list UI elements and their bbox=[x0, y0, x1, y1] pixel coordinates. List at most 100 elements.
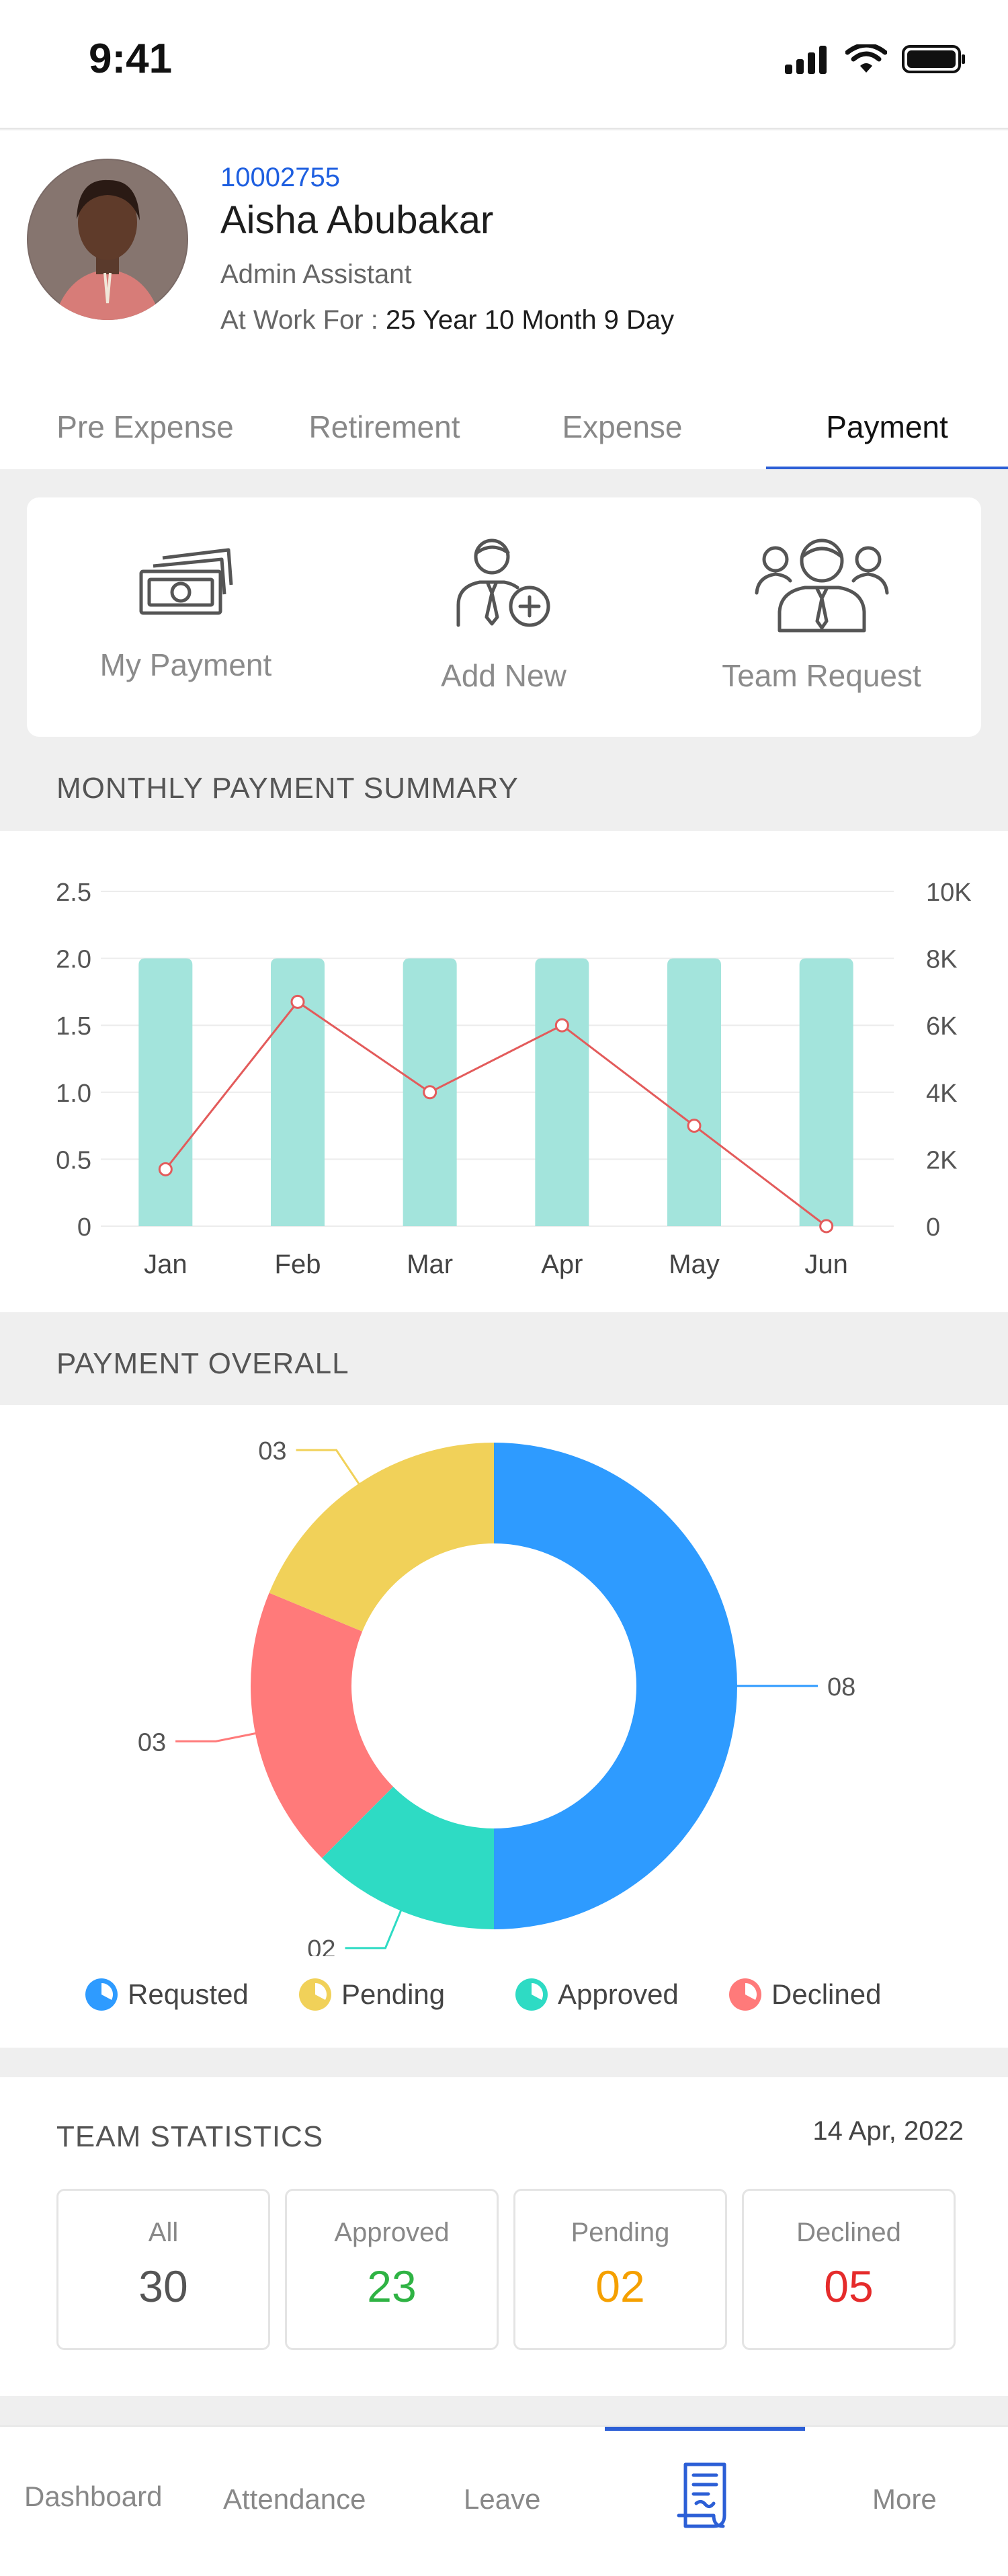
money-stack-icon bbox=[139, 548, 233, 615]
work-duration-value: 25 Year 10 Month 9 Day bbox=[385, 305, 675, 335]
nav-dashboard[interactable]: Dashboard bbox=[24, 2481, 163, 2512]
stat-label: Approved bbox=[334, 2218, 450, 2247]
pie-icon bbox=[729, 1978, 761, 2011]
pie-icon bbox=[515, 1978, 548, 2011]
donut-legend: Requsted Pending Approved Declined bbox=[0, 1963, 1008, 2023]
slice-value-label: 02 bbox=[307, 1935, 335, 1956]
profile-header: 10002755 Aisha Abubakar Admin Assistant … bbox=[0, 130, 1008, 469]
my-payment-label: My Payment bbox=[99, 647, 272, 682]
line-point-may bbox=[687, 1119, 702, 1133]
y-right-tick: 2K bbox=[926, 1146, 957, 1174]
y-right-tick: 0 bbox=[926, 1213, 940, 1242]
add-new-label: Add New bbox=[441, 658, 566, 693]
nav-more[interactable]: More bbox=[872, 2483, 937, 2515]
stat-card-all[interactable]: All 30 bbox=[56, 2189, 270, 2350]
nav-attendance[interactable]: Attendance bbox=[223, 2483, 366, 2515]
slice-declined bbox=[250, 1593, 394, 1858]
bottom-nav: Dashboard Attendance Leave More bbox=[0, 2425, 1008, 2576]
stat-card-approved[interactable]: Approved 23 bbox=[285, 2189, 499, 2350]
legend-declined: Declined bbox=[728, 1978, 881, 2011]
y-right-tick: 10K bbox=[926, 879, 972, 907]
stat-card-declined[interactable]: Declined 05 bbox=[742, 2189, 956, 2350]
tab-expense[interactable]: Expense bbox=[562, 409, 683, 444]
stat-value: 02 bbox=[595, 2261, 645, 2311]
stat-value: 23 bbox=[367, 2261, 417, 2311]
team-request-label: Team Request bbox=[722, 658, 921, 693]
stat-value: 05 bbox=[824, 2261, 874, 2311]
stat-label: Pending bbox=[571, 2218, 670, 2247]
work-duration-label: At Work For : bbox=[220, 305, 386, 335]
legend-requested-label: Requsted bbox=[128, 1978, 249, 2010]
y-left-tick: 0.5 bbox=[56, 1146, 91, 1174]
y-left-tick: 0 bbox=[77, 1213, 91, 1242]
wifi-icon bbox=[845, 44, 887, 73]
slice-pending bbox=[269, 1443, 494, 1632]
nav-leave[interactable]: Leave bbox=[464, 2483, 541, 2515]
receipt-icon bbox=[677, 2462, 726, 2528]
line-point-jun bbox=[819, 1219, 834, 1234]
nav-active-indicator bbox=[605, 2427, 805, 2431]
line-series bbox=[165, 1000, 827, 1227]
tab-bar: Pre Expense Retirement Expense Payment bbox=[0, 385, 1008, 469]
bar-apr bbox=[535, 958, 589, 1226]
employee-role: Admin Assistant bbox=[220, 259, 412, 289]
x-tick: Feb bbox=[275, 1250, 321, 1279]
employee-id: 10002755 bbox=[220, 163, 340, 192]
my-payment-button[interactable]: My Payment bbox=[27, 497, 345, 737]
tab-pre-expense[interactable]: Pre Expense bbox=[56, 409, 234, 444]
team-statistics-title: TEAM STATISTICS bbox=[56, 2120, 324, 2153]
y-right-tick: 4K bbox=[926, 1080, 957, 1108]
slice-value-label: 08 bbox=[827, 1673, 855, 1701]
x-tick: Mar bbox=[407, 1250, 453, 1279]
y-left-tick: 2.5 bbox=[56, 879, 91, 907]
monthly-payment-chart: 0 0.5 1.0 1.5 2.0 2.5 0 2K 4K 6K 8K 10K Jan Feb Mar Apr… bbox=[56, 879, 972, 1279]
x-tick: Jun bbox=[804, 1250, 848, 1279]
team-icon bbox=[755, 538, 888, 633]
slice-value-label: 03 bbox=[258, 1437, 286, 1465]
tab-payment[interactable]: Payment bbox=[766, 385, 1008, 469]
bar-may bbox=[667, 958, 721, 1226]
leader-line bbox=[175, 1731, 263, 1742]
bar-feb bbox=[271, 958, 325, 1226]
x-tick: Jan bbox=[144, 1250, 187, 1279]
legend-pending: Pending bbox=[298, 1978, 445, 2011]
slice-approved bbox=[322, 1786, 494, 1929]
payment-overall-panel: 08 02 03 03 bbox=[0, 1405, 1008, 2048]
y-left-tick: 1.5 bbox=[56, 1012, 91, 1041]
pie-icon bbox=[85, 1978, 118, 2011]
slice-value-label: 03 bbox=[138, 1728, 166, 1757]
leader-line bbox=[296, 1449, 364, 1490]
legend-declined-label: Declined bbox=[771, 1978, 882, 2010]
tab-retirement[interactable]: Retirement bbox=[308, 409, 460, 444]
x-tick: Apr bbox=[541, 1250, 583, 1279]
monthly-summary-panel: 0 0.5 1.0 1.5 2.0 2.5 0 2K 4K 6K 8K 10K Jan Feb Mar Apr… bbox=[0, 831, 1008, 1312]
line-point-apr bbox=[554, 1018, 569, 1033]
pie-icon bbox=[299, 1978, 331, 2011]
add-user-icon bbox=[456, 538, 550, 627]
stat-value: 30 bbox=[138, 2261, 188, 2311]
stat-label: Declined bbox=[796, 2218, 901, 2247]
battery-icon bbox=[902, 45, 965, 73]
status-icons bbox=[784, 44, 966, 74]
y-right-tick: 8K bbox=[926, 946, 957, 974]
y-left-tick: 1.0 bbox=[56, 1080, 91, 1108]
stat-label: All bbox=[148, 2218, 179, 2247]
legend-requested: Requsted bbox=[85, 1978, 249, 2011]
legend-approved: Approved bbox=[515, 1978, 679, 2011]
work-duration: At Work For : 25 Year 10 Month 9 Day bbox=[220, 305, 674, 335]
stat-card-pending[interactable]: Pending 02 bbox=[513, 2189, 727, 2350]
nav-payment[interactable] bbox=[676, 2462, 734, 2536]
team-statistics: TEAM STATISTICS 14 Apr, 2022 All 30 Appr… bbox=[0, 2077, 1008, 2396]
monthly-summary-title: MONTHLY PAYMENT SUMMARY bbox=[56, 772, 519, 805]
legend-pending-label: Pending bbox=[341, 1978, 446, 2010]
y-right-tick: 6K bbox=[926, 1012, 957, 1041]
team-statistics-date: 14 Apr, 2022 bbox=[812, 2116, 964, 2146]
add-new-button[interactable]: Add New bbox=[345, 497, 663, 737]
signal-icon bbox=[785, 46, 827, 74]
status-bar: 9:41 bbox=[0, 0, 1008, 129]
line-point-feb bbox=[290, 994, 305, 1009]
leader-line bbox=[345, 1904, 405, 1949]
team-request-button[interactable]: Team Request bbox=[663, 497, 980, 737]
employee-name: Aisha Abubakar bbox=[220, 198, 494, 242]
avatar[interactable] bbox=[27, 159, 188, 320]
